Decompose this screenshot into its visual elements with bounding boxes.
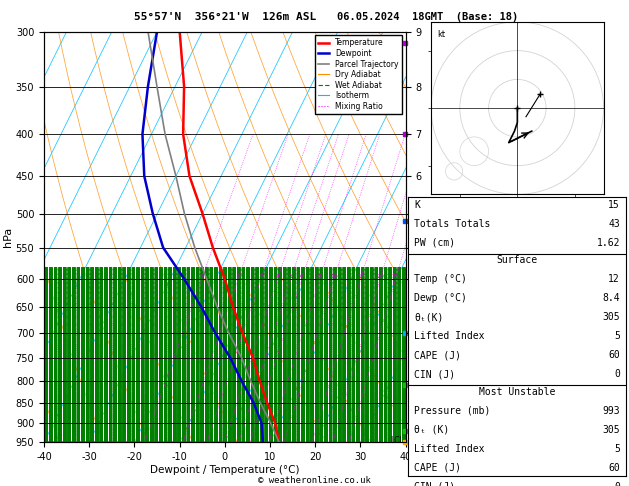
Text: Surface: Surface (496, 255, 538, 265)
Text: 993: 993 (603, 406, 620, 416)
Text: 12: 12 (608, 274, 620, 284)
Text: θₜ (K): θₜ (K) (414, 425, 449, 435)
Text: CAPE (J): CAPE (J) (414, 350, 461, 360)
Legend: Temperature, Dewpoint, Parcel Trajectory, Dry Adiabat, Wet Adiabat, Isotherm, Mi: Temperature, Dewpoint, Parcel Trajectory… (314, 35, 402, 114)
Text: 55°57'N  356°21'W  126m ASL: 55°57'N 356°21'W 126m ASL (134, 12, 316, 22)
Text: 4: 4 (276, 274, 280, 278)
Text: PW (cm): PW (cm) (414, 238, 455, 248)
Y-axis label: hPa: hPa (3, 227, 13, 247)
Text: 43: 43 (608, 219, 620, 228)
Text: Temp (°C): Temp (°C) (414, 274, 467, 284)
Text: K: K (414, 200, 420, 209)
Text: 20: 20 (376, 274, 384, 278)
Text: Lifted Index: Lifted Index (414, 331, 485, 341)
Text: 5: 5 (614, 444, 620, 454)
Text: LCL: LCL (391, 436, 404, 445)
Text: 3: 3 (259, 274, 263, 278)
Text: 25: 25 (392, 274, 400, 278)
Text: 06.05.2024  18GMT  (Base: 18): 06.05.2024 18GMT (Base: 18) (337, 12, 518, 22)
Text: 0: 0 (614, 482, 620, 486)
Text: Most Unstable: Most Unstable (479, 387, 555, 397)
Text: 60: 60 (608, 350, 620, 360)
Text: Pressure (mb): Pressure (mb) (414, 406, 491, 416)
X-axis label: Dewpoint / Temperature (°C): Dewpoint / Temperature (°C) (150, 465, 299, 475)
Text: 305: 305 (603, 425, 620, 435)
Text: CIN (J): CIN (J) (414, 482, 455, 486)
Text: 305: 305 (603, 312, 620, 322)
Text: Totals Totals: Totals Totals (414, 219, 491, 228)
Text: 0: 0 (614, 369, 620, 379)
Text: kt: kt (437, 31, 445, 39)
Text: 8.4: 8.4 (603, 293, 620, 303)
Text: 2: 2 (237, 274, 240, 278)
Text: 10: 10 (330, 274, 338, 278)
Text: 6: 6 (300, 274, 304, 278)
Text: 5: 5 (289, 274, 293, 278)
Text: 1.62: 1.62 (596, 238, 620, 248)
Text: CAPE (J): CAPE (J) (414, 463, 461, 473)
Text: © weatheronline.co.uk: © weatheronline.co.uk (258, 476, 371, 485)
Text: 15: 15 (357, 274, 365, 278)
Text: 8: 8 (318, 274, 322, 278)
Text: θₜ(K): θₜ(K) (414, 312, 443, 322)
Text: Dewp (°C): Dewp (°C) (414, 293, 467, 303)
Text: 15: 15 (608, 200, 620, 209)
Text: 5: 5 (614, 331, 620, 341)
Text: 1: 1 (200, 274, 204, 278)
Text: Lifted Index: Lifted Index (414, 444, 485, 454)
Text: 60: 60 (608, 463, 620, 473)
Y-axis label: km
ASL: km ASL (424, 215, 442, 237)
Text: CIN (J): CIN (J) (414, 369, 455, 379)
